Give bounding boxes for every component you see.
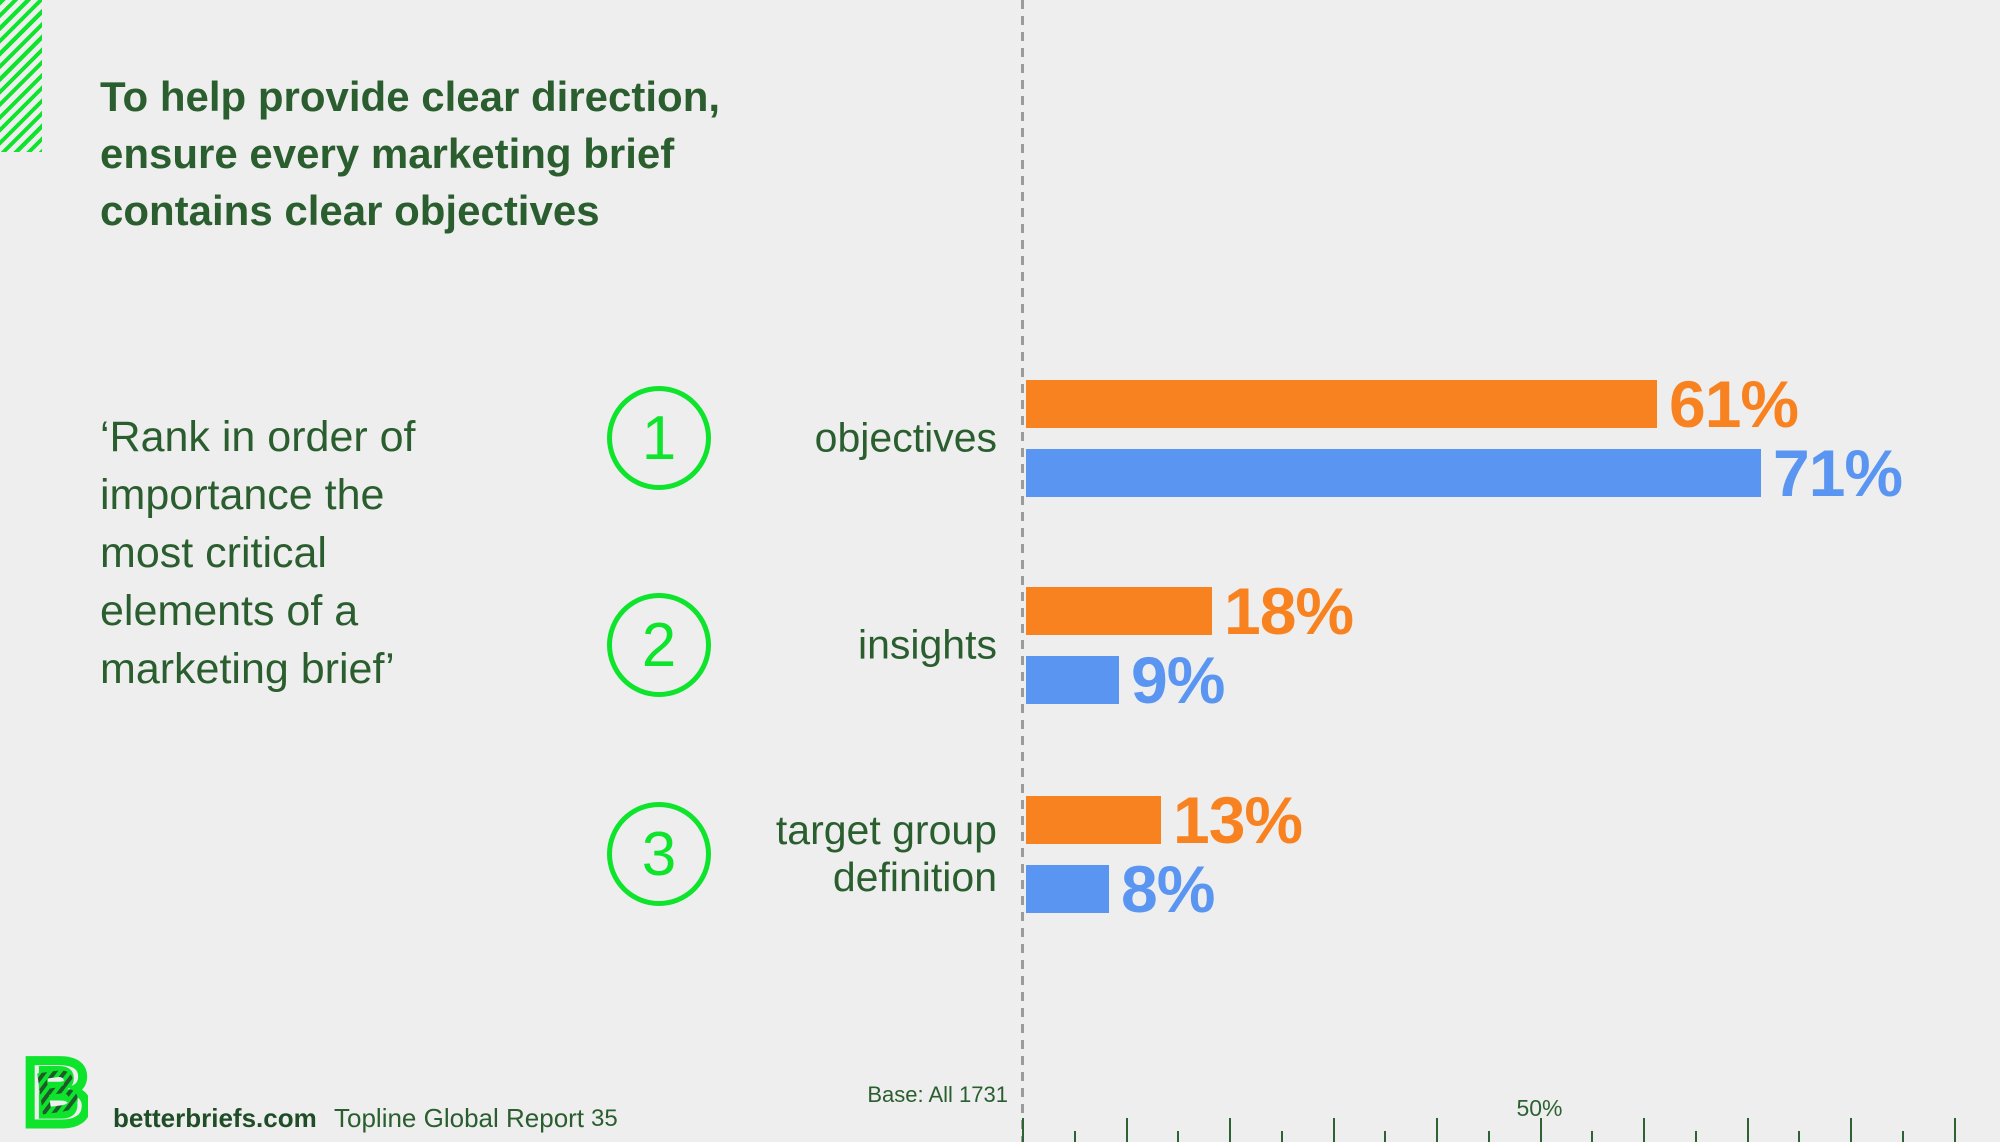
blue-series-bar <box>1026 865 1109 913</box>
axis-major-tick <box>1436 1118 1438 1142</box>
svg-text:B: B <box>31 1055 83 1127</box>
axis-minor-tick <box>1073 1131 1076 1142</box>
orange-series-value-label: 61% <box>1669 367 1799 441</box>
category-label-line: objectives <box>814 414 997 461</box>
orange-series-value-label: 18% <box>1224 574 1354 648</box>
orange-series-bar <box>1026 796 1161 844</box>
axis-major-tick <box>1332 1118 1335 1142</box>
blue-series-bar <box>1026 656 1119 704</box>
blue-series-bar <box>1026 449 1761 497</box>
blue-series-value-label: 8% <box>1121 852 1215 926</box>
axis-minor-tick <box>1177 1131 1180 1142</box>
base-note: Base: All 1731 <box>867 1082 1008 1107</box>
survey-question-line: marketing brief’ <box>100 645 395 693</box>
category-label-line: target group <box>775 807 997 853</box>
rank-circle: 3 <box>607 802 711 906</box>
chart-baseline-dashed-line <box>1021 0 1024 1142</box>
corner-stripes-decoration <box>0 0 42 152</box>
survey-question-quote: ‘Rank in order of importance the most cr… <box>100 408 416 698</box>
blue-series-value-label: 9% <box>1131 643 1225 717</box>
blue-series-value-label: 71% <box>1773 436 1903 510</box>
slide-title-line: contains clear objectives <box>100 187 600 234</box>
category-label: objectives <box>650 415 997 462</box>
axis-minor-tick <box>1591 1131 1594 1142</box>
axis-minor-tick <box>1280 1131 1283 1142</box>
axis-major-tick <box>1850 1118 1852 1142</box>
report-label: Topline Global Report <box>334 1103 585 1133</box>
category-label: target group definition <box>650 807 997 901</box>
slide-title-line: ensure every marketing brief <box>100 130 675 177</box>
orange-series-value-label: 13% <box>1173 783 1303 857</box>
axis-major-tick <box>1746 1118 1749 1142</box>
category-label: insights <box>650 622 997 669</box>
axis-major-tick <box>1539 1118 1542 1142</box>
axis-major-tick <box>1953 1118 1956 1142</box>
survey-question-line: elements of a <box>100 587 359 635</box>
survey-question-line: ‘Rank in order of <box>100 413 416 461</box>
page-number: 35 <box>591 1105 618 1132</box>
svg-text:B: B <box>24 1046 88 1136</box>
category-label-line: insights <box>857 621 997 668</box>
rank-circle: 2 <box>607 593 711 697</box>
slide-title-line: To help provide clear direction, <box>100 73 721 120</box>
axis-major-tick <box>1643 1118 1645 1142</box>
axis-major-tick <box>1022 1118 1024 1142</box>
axis-minor-tick <box>1694 1131 1697 1142</box>
orange-series-bar <box>1026 587 1212 635</box>
axis-major-tick <box>1229 1118 1231 1142</box>
slide-title: To help provide clear direction, ensure … <box>100 68 720 239</box>
axis-minor-tick <box>1901 1131 1904 1142</box>
axis-major-tick <box>1125 1118 1128 1142</box>
orange-series-bar <box>1026 380 1657 428</box>
rank-circle: 1 <box>607 386 711 490</box>
betterbriefs-logo: B B <box>24 1046 88 1136</box>
site-label: betterbriefs.com <box>113 1103 317 1133</box>
survey-question-line: importance the <box>100 471 385 519</box>
axis-minor-tick <box>1384 1131 1387 1142</box>
axis-minor-tick <box>1487 1131 1490 1142</box>
survey-question-line: most critical <box>100 529 327 577</box>
axis-minor-tick <box>1798 1131 1801 1142</box>
category-label-line: definition <box>832 854 997 900</box>
axis-tick-label: 50% <box>1516 1095 1563 1121</box>
